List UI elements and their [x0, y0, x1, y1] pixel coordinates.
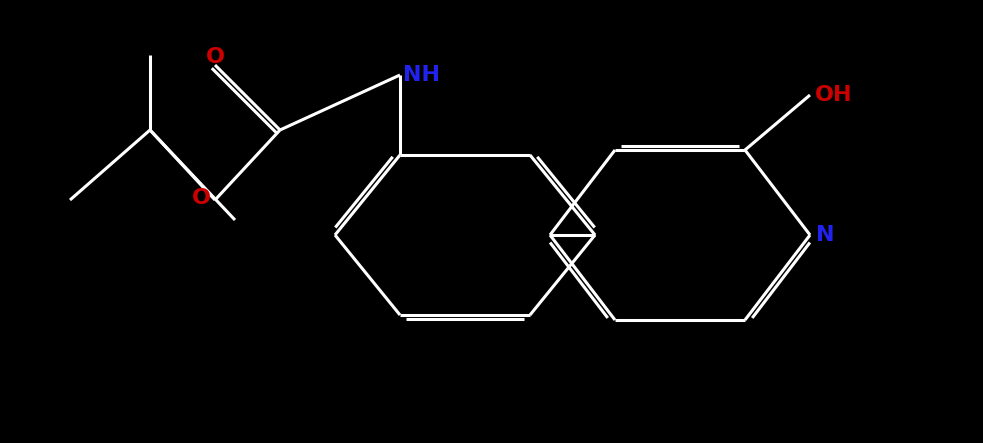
Text: O: O	[205, 47, 224, 67]
Text: OH: OH	[815, 85, 852, 105]
Text: NH: NH	[403, 65, 440, 85]
Text: N: N	[816, 225, 835, 245]
Text: O: O	[192, 188, 211, 208]
